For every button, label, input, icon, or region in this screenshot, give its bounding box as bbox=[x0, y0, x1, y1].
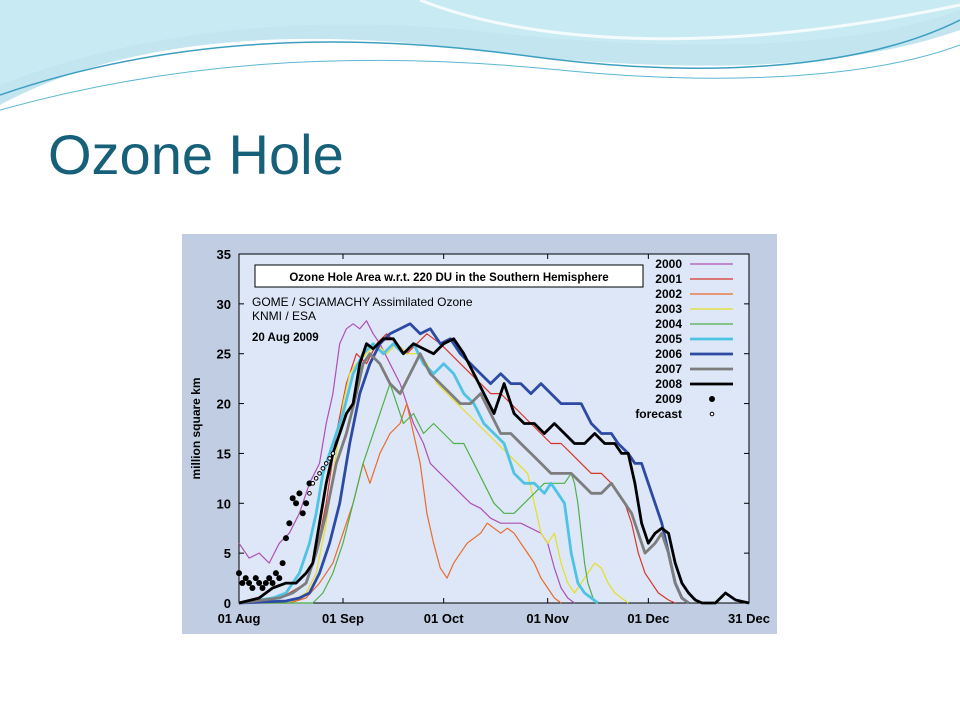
chart-title-box bbox=[254, 264, 644, 288]
ozone-chart: 0 5 10 15 20 25 30 35 01 Aug 01 Sep 01 Oct 01 Nov 01… bbox=[189, 247, 770, 626]
point-forecast bbox=[330, 451, 336, 456]
point-2009 bbox=[262, 580, 269, 587]
point-2009 bbox=[296, 490, 303, 497]
series-line-2008 bbox=[238, 337, 750, 605]
y-tick-label: 25 bbox=[217, 347, 231, 362]
legend-label: 2007 bbox=[655, 362, 682, 376]
ozone-chart-figure: 0 5 10 15 20 25 30 35 01 Aug 01 Sep 01 Oct 01 Nov 01… bbox=[182, 234, 777, 634]
y-tick-label: 20 bbox=[217, 397, 231, 412]
legend-marker bbox=[709, 396, 715, 402]
point-2009 bbox=[249, 585, 256, 592]
legend-label: 2009 bbox=[655, 392, 682, 406]
legend-label: 2004 bbox=[655, 317, 682, 331]
point-2009 bbox=[279, 560, 286, 567]
series-line-2005 bbox=[238, 342, 599, 605]
legend-label: 2005 bbox=[655, 332, 682, 346]
point-2009 bbox=[252, 575, 259, 582]
legend-label: 2001 bbox=[655, 272, 682, 286]
point-forecast bbox=[320, 466, 326, 471]
point-2009 bbox=[269, 580, 276, 587]
legend-marker bbox=[709, 411, 715, 417]
legend-label: 2002 bbox=[655, 287, 682, 301]
chart-title: Ozone Hole Area w.r.t. 220 DU in the Sou… bbox=[289, 272, 608, 284]
y-tick-label: 5 bbox=[224, 546, 231, 561]
x-tick-label: 31 Dec bbox=[728, 611, 770, 626]
point-2009 bbox=[272, 570, 279, 577]
y-tick-label: 0 bbox=[224, 596, 231, 611]
point-2009 bbox=[282, 535, 289, 542]
series-line-2000 bbox=[238, 320, 575, 604]
point-forecast bbox=[327, 456, 332, 461]
x-tick-label: 01 Nov bbox=[526, 611, 569, 626]
chart-annotation: GOME / SCIAMACHY Assimilated Ozone bbox=[252, 295, 473, 309]
x-tick-label: 01 Oct bbox=[424, 611, 464, 626]
chart-annotation: 20 Aug 2009 bbox=[252, 332, 319, 344]
x-tick-label: 01 Dec bbox=[627, 611, 669, 626]
y-tick-label: 30 bbox=[217, 297, 231, 312]
point-2009 bbox=[289, 495, 296, 502]
point-2009 bbox=[303, 500, 310, 507]
series-forecast bbox=[307, 451, 336, 496]
y-tick-label: 10 bbox=[217, 496, 231, 511]
point-forecast bbox=[323, 461, 329, 466]
point-forecast bbox=[310, 481, 316, 486]
legend-label: 2008 bbox=[655, 377, 682, 391]
plot-area bbox=[238, 253, 750, 604]
header-wave-decoration bbox=[0, 0, 960, 111]
series-line-2003 bbox=[238, 343, 629, 604]
chart-annotation: KNMI / ESA bbox=[252, 309, 316, 323]
y-axis-label: million square km bbox=[189, 377, 203, 479]
series-line-2006 bbox=[238, 322, 690, 605]
legend-label: 2006 bbox=[655, 347, 682, 361]
x-tick-label: 01 Sep bbox=[322, 611, 364, 626]
point-2009 bbox=[242, 575, 249, 582]
x-tick-label: 01 Aug bbox=[218, 611, 261, 626]
point-2009 bbox=[299, 510, 306, 517]
point-2009 bbox=[306, 480, 313, 487]
point-forecast bbox=[317, 471, 322, 476]
legend-label: 2003 bbox=[655, 302, 682, 316]
point-2009 bbox=[236, 570, 242, 577]
point-2009 bbox=[246, 580, 253, 587]
series-line-2007 bbox=[238, 352, 690, 605]
point-2009 bbox=[259, 585, 266, 592]
slide-title: Ozone Hole bbox=[48, 123, 344, 186]
series-2009 bbox=[236, 480, 313, 592]
legend-label: forecast bbox=[635, 407, 682, 421]
legend-label: 2000 bbox=[655, 257, 682, 271]
y-tick-label: 35 bbox=[217, 247, 231, 262]
point-2009 bbox=[256, 580, 263, 587]
point-2009 bbox=[286, 520, 293, 527]
point-2009 bbox=[276, 575, 283, 582]
point-forecast bbox=[307, 491, 312, 496]
point-2009 bbox=[293, 500, 300, 507]
series-line-2004 bbox=[239, 383, 596, 604]
point-2009 bbox=[239, 580, 246, 587]
point-2009 bbox=[266, 575, 273, 582]
y-tick-label: 15 bbox=[217, 446, 231, 461]
point-forecast bbox=[313, 476, 319, 481]
